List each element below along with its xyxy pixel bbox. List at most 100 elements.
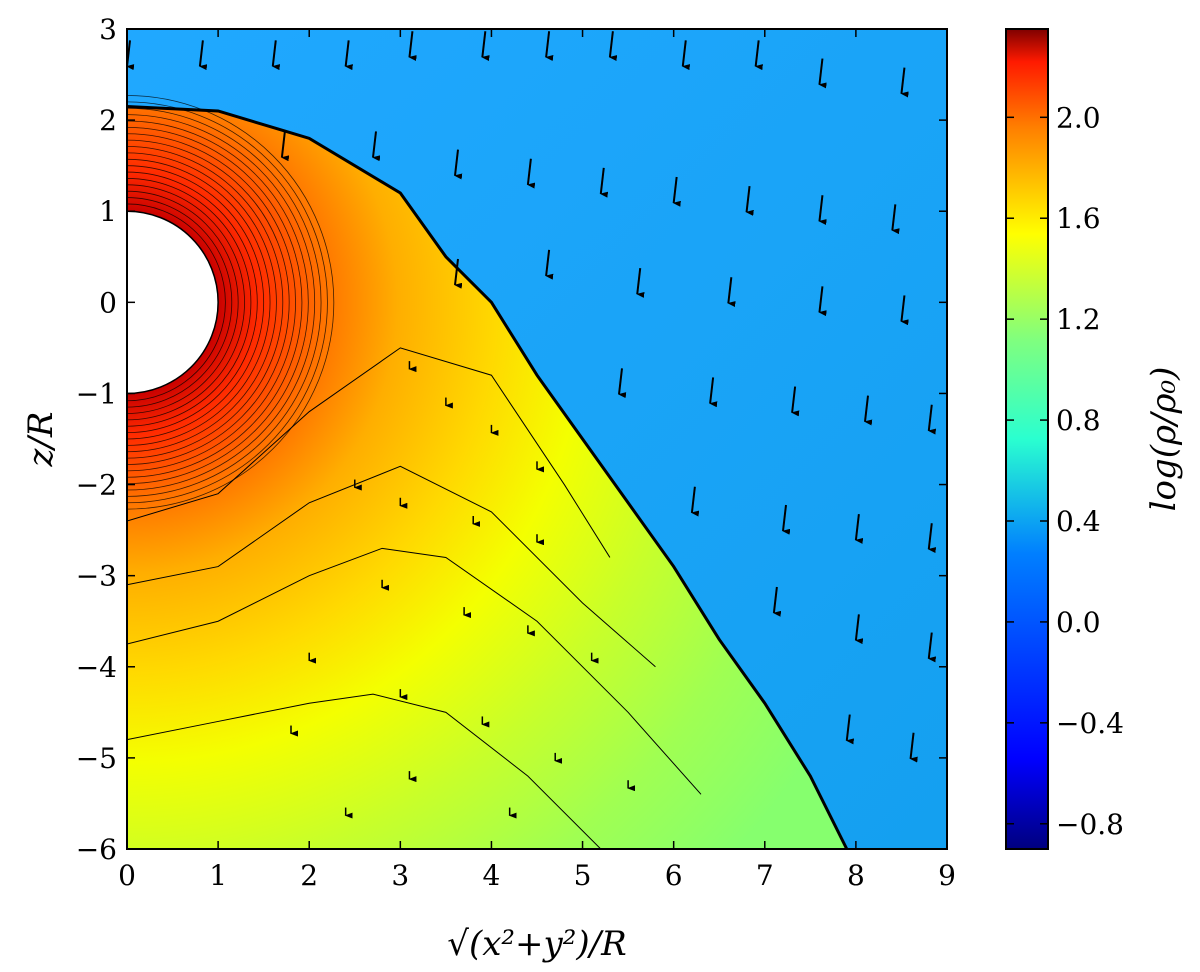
contour-line: [127, 347, 611, 558]
y-tick-label: −2: [76, 469, 117, 502]
velocity-arrow: [891, 204, 900, 235]
velocity-arrow: [791, 386, 800, 417]
y-tick-label: −4: [76, 651, 117, 684]
y-tick-label: 0: [99, 286, 117, 319]
colorbar-tick-label: 2.0: [1056, 101, 1101, 134]
velocity-arrow: [709, 377, 718, 408]
y-tick-label: −5: [76, 742, 117, 775]
contour-ring: [127, 95, 335, 510]
colorbar-tick-label: 1.2: [1056, 303, 1101, 336]
velocity-arrow: [845, 714, 855, 745]
contour-ring: [127, 190, 239, 414]
velocity-arrow: [599, 167, 609, 198]
x-axis-label: √(x²+y²)/R: [447, 924, 626, 964]
contour-line: [127, 693, 602, 849]
velocity-arrow: [745, 185, 754, 216]
x-tick-label: 8: [847, 859, 865, 892]
y-tick-label: 1: [99, 195, 117, 228]
velocity-arrow: [526, 158, 536, 189]
x-tick-label: 2: [300, 859, 318, 892]
x-tick-label: 5: [574, 859, 592, 892]
velocity-arrow: [754, 40, 763, 71]
x-tick-label: 1: [209, 859, 227, 892]
contour-line: [127, 465, 656, 668]
velocity-arrow: [408, 31, 417, 62]
y-tick-label: 2: [99, 104, 117, 137]
velocity-arrow: [864, 395, 873, 426]
plot-area: 0 1 2 3 4 5 6 7 8 9 3 2 1 0 −1 −2 −3 −4 −5 −6: [76, 13, 956, 892]
velocity-arrow: [672, 176, 681, 207]
velocity-arrow: [481, 31, 490, 62]
velocity-arrow: [454, 258, 463, 289]
y-axis-label: z/R: [21, 412, 61, 468]
contour-ring: [127, 139, 290, 465]
velocity-arrow: [545, 31, 554, 62]
contour-ring: [127, 152, 277, 453]
velocity-arrow: [344, 40, 353, 71]
colorbar-label: log(ρ/ρ₀): [1144, 367, 1184, 512]
velocity-arrow: [618, 368, 627, 399]
colorbar-tick-label: 0.8: [1056, 404, 1101, 437]
velocity-arrow: [818, 195, 827, 226]
velocity-arrow: [854, 614, 864, 645]
velocity-arrow: [818, 58, 827, 89]
velocity-arrow: [927, 404, 937, 435]
contour-ring: [127, 127, 303, 478]
density-contours: [127, 95, 702, 849]
colorbar-tick-label: 0.0: [1056, 606, 1101, 639]
colorbar-ticks: 2.0 1.6 1.2 0.8 0.4 0.0 −0.4 −0.8: [1006, 101, 1124, 841]
velocity-arrow: [372, 131, 381, 162]
contour-ring: [127, 197, 233, 408]
x-tick-label: 7: [756, 859, 774, 892]
velocity-arrow: [636, 267, 645, 298]
contour-ring: [127, 165, 265, 440]
y-axis-ticks: 3 2 1 0 −1 −2 −3 −4 −5 −6: [76, 13, 947, 866]
y-tick-label: −6: [76, 833, 117, 866]
contour-ring: [127, 120, 309, 484]
velocity-arrow: [818, 286, 827, 317]
contour-ring: [127, 114, 316, 491]
x-tick-label: 9: [938, 859, 956, 892]
shock-boundary: [127, 104, 849, 849]
velocity-arrow: [782, 504, 791, 535]
velocity-arrow: [909, 732, 918, 763]
contour-ring: [127, 203, 226, 402]
x-axis-ticks: 0 1 2 3 4 5 6 7 8 9: [118, 29, 956, 892]
velocity-arrow: [608, 31, 618, 62]
colorbar-gradient: [1005, 28, 1049, 850]
x-tick-label: 4: [483, 859, 501, 892]
plot-frame: [126, 28, 948, 850]
contour-ring: [127, 146, 284, 459]
colorbar-tick-label: 1.6: [1056, 202, 1101, 235]
contour-line: [127, 547, 702, 795]
velocity-arrow: [927, 523, 937, 554]
velocity-arrow: [854, 513, 864, 544]
velocity-arrow: [900, 295, 909, 326]
shocked-shell-region: [127, 106, 847, 849]
colorbar-tick-label: −0.8: [1056, 808, 1124, 841]
velocity-arrow: [690, 486, 700, 517]
velocity-arrows: [127, 31, 937, 819]
contour-ring: [127, 101, 328, 504]
velocity-arrow: [772, 586, 782, 617]
velocity-arrow: [927, 632, 937, 663]
velocity-arrow: [681, 40, 691, 71]
x-tick-label: 3: [391, 859, 409, 892]
velocity-arrow: [545, 249, 554, 280]
velocity-arrow: [727, 277, 736, 308]
y-tick-label: −3: [76, 560, 117, 593]
colorbar-tick-label: 0.4: [1056, 505, 1101, 538]
velocity-arrow: [454, 149, 463, 180]
velocity-arrow: [280, 131, 290, 162]
velocity-arrow: [900, 67, 909, 98]
contour-ring: [127, 171, 258, 433]
colorbar: 2.0 1.6 1.2 0.8 0.4 0.0 −0.4 −0.8 log(ρ/ρ₀): [1005, 28, 1184, 850]
contour-ring: [127, 107, 322, 497]
y-tick-label: 3: [99, 13, 117, 46]
x-tick-label: 0: [118, 859, 136, 892]
y-tick-label: −1: [76, 377, 117, 410]
x-tick-label: 6: [665, 859, 683, 892]
contour-ring: [127, 184, 245, 421]
contour-ring: [127, 158, 271, 446]
